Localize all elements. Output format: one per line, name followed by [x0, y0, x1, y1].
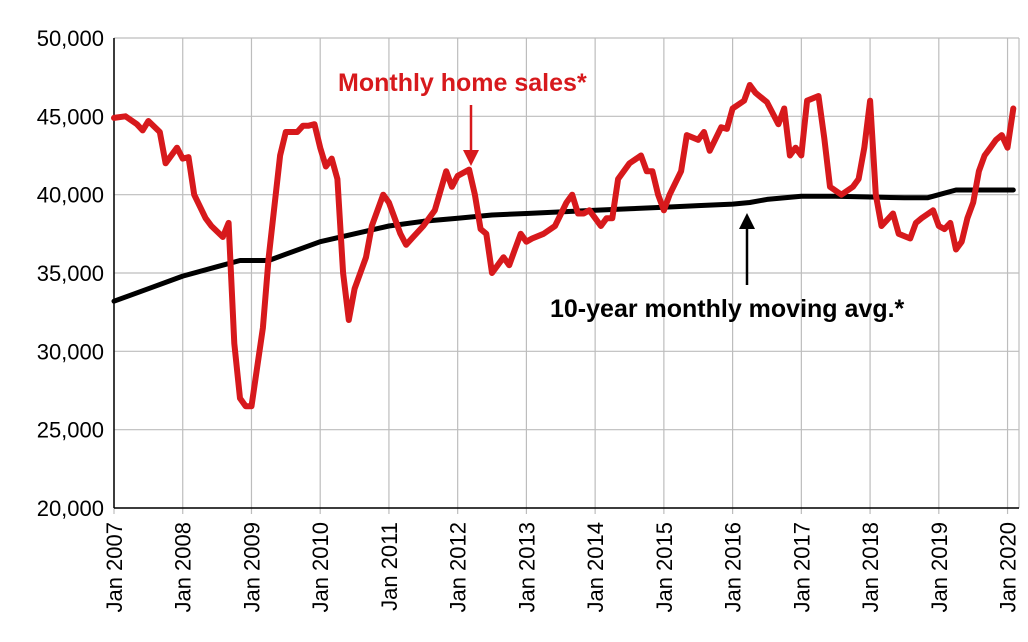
sales-annotation-label: Monthly home sales*: [338, 69, 587, 97]
avg-annotation-arrowhead: [739, 213, 755, 229]
moving-average-line: [111, 187, 1016, 304]
avg-annotation-label: 10-year monthly moving avg.*: [550, 295, 905, 323]
x-tick-label: Jan 2011: [377, 522, 402, 611]
x-tick-label: Jan 2009: [239, 522, 264, 613]
y-tick-label: 45,000: [37, 104, 104, 129]
y-tick-label: 35,000: [37, 261, 104, 286]
x-axis-ticks: Jan 2007 Jan 2008 Jan 2009 Jan 2010 Jan 2011…: [102, 522, 1021, 613]
x-tick-label: Jan 2018: [858, 522, 883, 613]
y-tick-label: 25,000: [37, 418, 104, 443]
x-tick-label: Jan 2012: [446, 522, 471, 613]
x-tick-label: Jan 2020: [996, 522, 1021, 613]
x-tick-label: Jan 2007: [102, 522, 127, 613]
x-tick-label: Jan 2017: [789, 522, 814, 613]
x-tick-label: Jan 2008: [171, 522, 196, 613]
series-lines: [111, 82, 1017, 410]
x-tick-label: Jan 2014: [583, 522, 608, 613]
y-axis-ticks: 20,000 25,000 30,000 35,000 40,000 45,000 50,0…: [37, 26, 104, 521]
x-tick-label: Jan 2016: [721, 522, 746, 613]
sales-annotation-arrowhead: [463, 150, 479, 166]
x-tick-label: Jan 2015: [652, 522, 677, 613]
grid: [113, 37, 1020, 514]
y-tick-label: 40,000: [37, 183, 104, 208]
y-tick-label: 30,000: [37, 339, 104, 364]
sales-line: [111, 82, 1017, 410]
x-tick-label: Jan 2019: [927, 522, 952, 613]
y-tick-label: 50,000: [37, 26, 104, 51]
x-tick-label: Jan 2010: [308, 522, 333, 613]
x-tick-label: Jan 2013: [514, 522, 539, 613]
y-tick-label: 20,000: [37, 496, 104, 521]
